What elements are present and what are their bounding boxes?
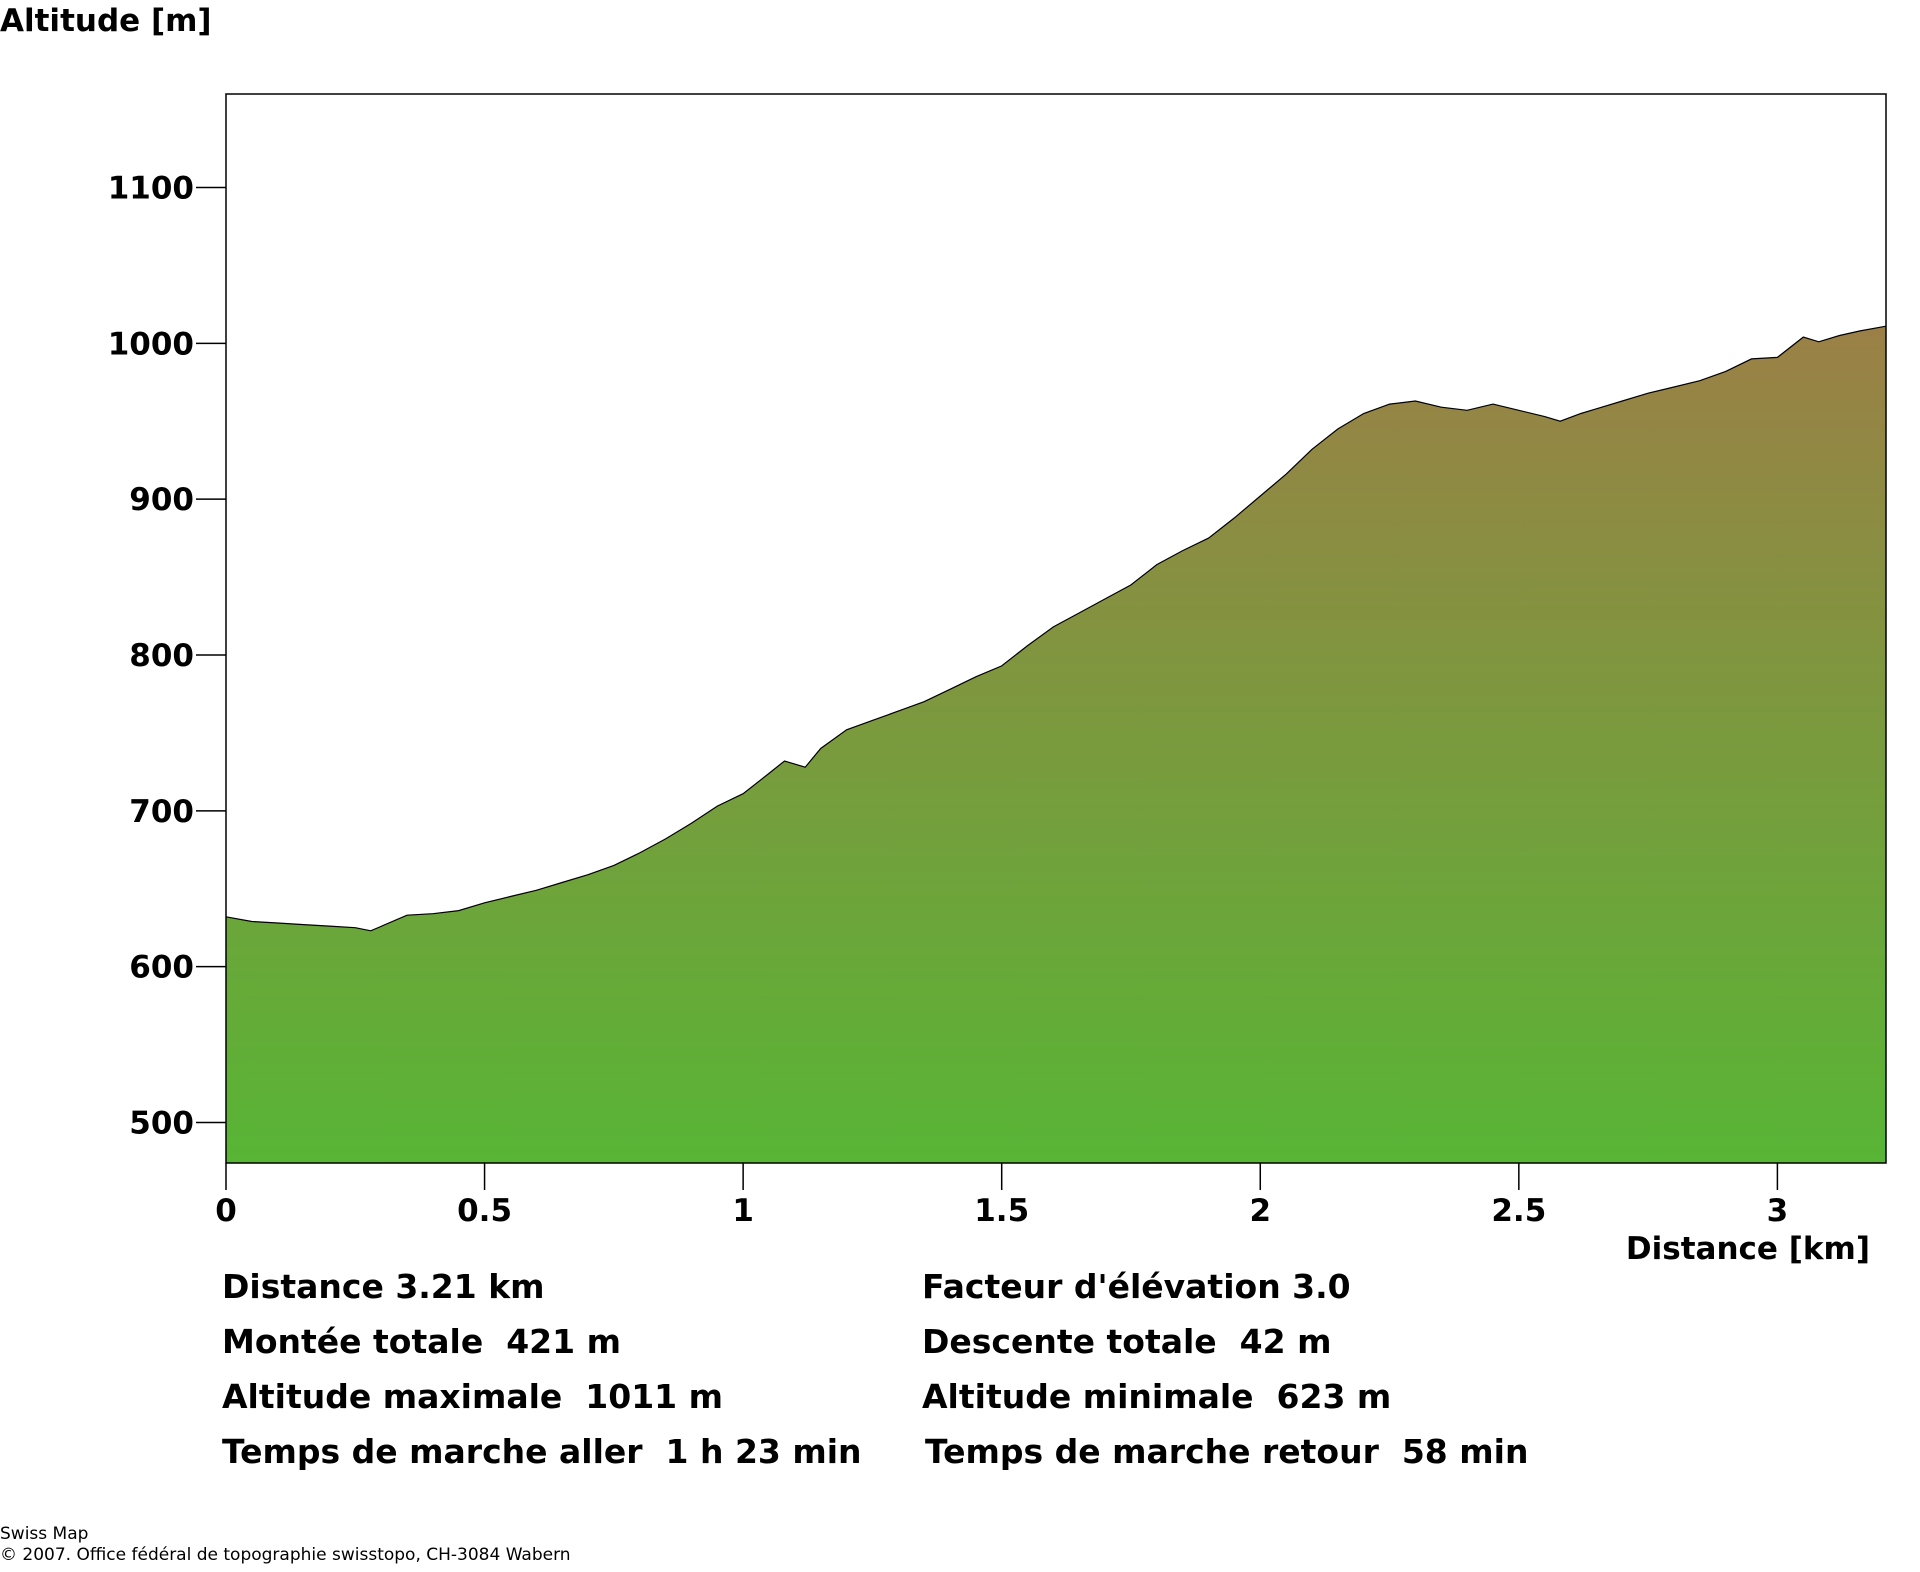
x-tick-label: 1 [732, 1193, 754, 1229]
stat-min-altitude: Altitude minimale 623 m [922, 1377, 1392, 1416]
elevation-profile-chart: 500 600 700 800 900 1000 1100 0 0.5 1 1.5 2 2.5 3 Alt… [0, 3, 1887, 1267]
x-tick-label: 1.5 [974, 1193, 1029, 1229]
footer-brand: Swiss Map [0, 1524, 89, 1544]
x-tick-label: 3 [1767, 1193, 1789, 1229]
stat-distance: Distance 3.21 km [222, 1267, 545, 1306]
x-tick-label: 2.5 [1491, 1193, 1546, 1229]
x-tick-label: 0 [215, 1193, 237, 1229]
stat-elevation-factor: Facteur d'élévation 3.0 [922, 1267, 1351, 1306]
stat-max-altitude: Altitude maximale 1011 m [222, 1377, 723, 1416]
stat-walk-time-back: Temps de marche retour 58 min [925, 1432, 1529, 1471]
y-tick-label: 800 [129, 638, 194, 674]
stat-walk-time-out: Temps de marche aller 1 h 23 min [222, 1432, 862, 1471]
y-tick-label: 600 [129, 950, 194, 986]
footer-copyright: © 2007. Office fédéral de topographie sw… [0, 1545, 571, 1565]
x-axis-label: Distance [km] [1626, 1231, 1870, 1267]
x-tick-label: 2 [1249, 1193, 1271, 1229]
profile-line [225, 325, 1887, 932]
plot-frame [225, 93, 1887, 1164]
y-tick-label: 1100 [108, 170, 194, 206]
y-axis-label: Altitude [m] [0, 3, 212, 39]
stat-total-descent: Descente totale 42 m [922, 1322, 1332, 1361]
y-tick-label: 500 [129, 1105, 194, 1141]
y-tick-label: 700 [129, 794, 194, 830]
stat-total-ascent: Montée totale 421 m [222, 1322, 621, 1361]
y-tick-label: 900 [129, 482, 194, 518]
y-tick-label: 1000 [108, 326, 194, 362]
terrain-area [226, 326, 1886, 1163]
x-tick-label: 0.5 [457, 1193, 512, 1229]
